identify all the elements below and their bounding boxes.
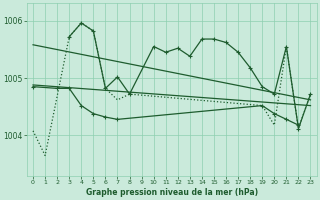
- X-axis label: Graphe pression niveau de la mer (hPa): Graphe pression niveau de la mer (hPa): [86, 188, 258, 197]
